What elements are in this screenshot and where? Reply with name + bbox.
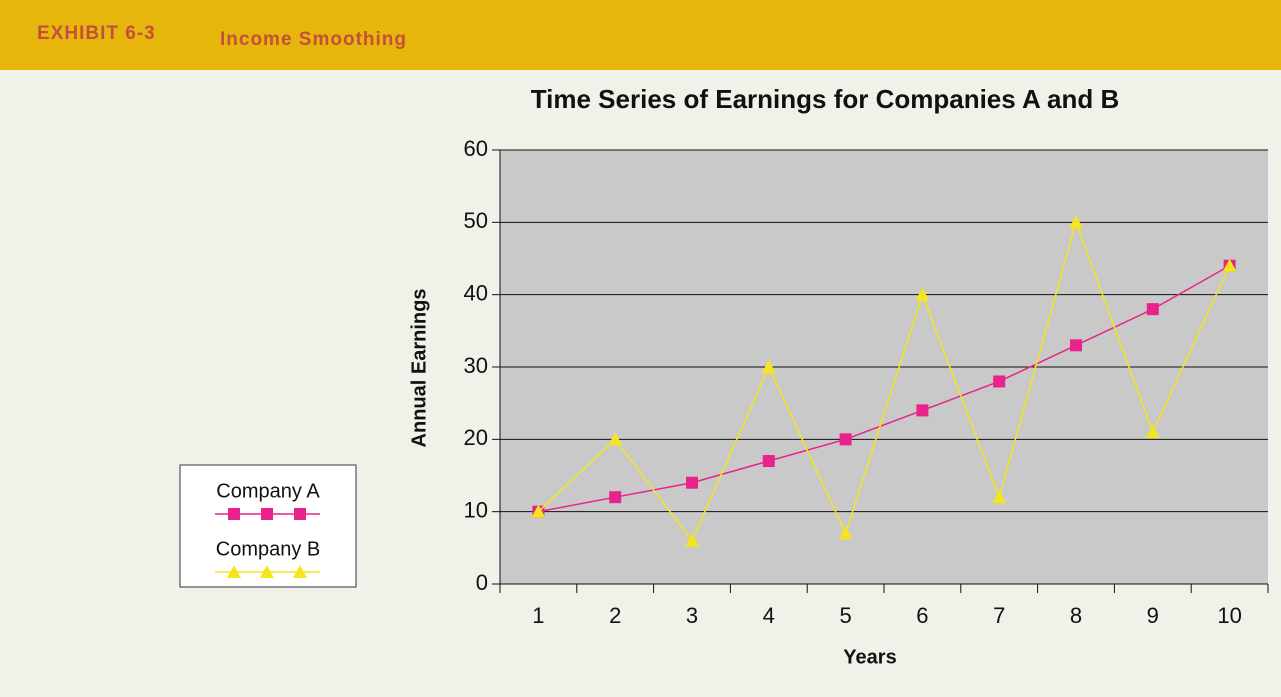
marker — [916, 404, 929, 417]
x-tick-label: 9 — [1147, 603, 1159, 628]
exhibit-number: EXHIBIT 6-3 — [37, 23, 156, 44]
x-tick-label: 5 — [839, 603, 851, 628]
marker — [1146, 303, 1159, 316]
marker — [1070, 339, 1082, 352]
legend-marker — [294, 508, 306, 520]
y-tick-label: 40 — [464, 280, 488, 305]
x-tick-label: 7 — [993, 603, 1005, 628]
marker — [915, 287, 930, 301]
legend-label: Company B — [216, 538, 321, 560]
legend-label: Company A — [216, 480, 320, 502]
y-tick-label: 20 — [464, 425, 488, 450]
marker — [1222, 258, 1237, 272]
marker — [761, 360, 776, 373]
marker — [608, 432, 623, 446]
legend-marker — [293, 565, 307, 578]
x-axis-label: Years — [843, 646, 896, 668]
marker — [686, 476, 698, 489]
y-tick-label: 0 — [476, 570, 488, 595]
x-tick-label: 6 — [916, 603, 928, 628]
marker — [839, 433, 852, 446]
legend-box — [179, 464, 357, 588]
marker — [1069, 215, 1083, 229]
y-tick-label: 30 — [464, 353, 488, 378]
header-bar — [0, 0, 1281, 70]
x-tick-label: 4 — [763, 603, 775, 628]
x-tick-label: 1 — [532, 603, 544, 628]
legend: Company A Company B — [179, 464, 357, 588]
marker — [685, 533, 699, 547]
x-tick-label: 8 — [1070, 603, 1082, 628]
y-tick-label: 60 — [464, 136, 488, 161]
series-line — [537, 219, 1231, 543]
x-tick-label: 2 — [609, 603, 621, 628]
marker — [992, 490, 1007, 504]
legend-marker — [261, 508, 273, 520]
y-tick-label: 50 — [464, 208, 488, 233]
legend-marker — [260, 565, 274, 578]
marker — [838, 526, 853, 540]
marker — [993, 375, 1006, 388]
chart-title: Time Series of Earnings for Companies A … — [531, 84, 1120, 114]
marker — [531, 504, 546, 518]
marker — [1145, 425, 1160, 439]
marker — [609, 491, 622, 504]
marker — [762, 455, 775, 468]
x-tick-label: 3 — [686, 603, 698, 628]
y-axis-label: Annual Earnings — [408, 289, 430, 448]
legend-marker — [228, 508, 240, 520]
legend-marker — [227, 565, 241, 578]
y-tick-label: 10 — [464, 497, 488, 522]
x-tick-label: 10 — [1217, 603, 1241, 628]
exhibit-title: Income Smoothing — [220, 29, 407, 50]
